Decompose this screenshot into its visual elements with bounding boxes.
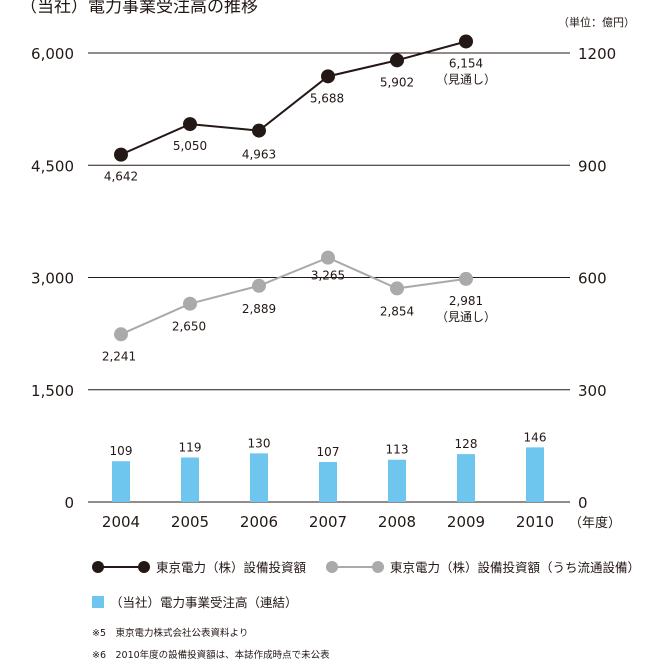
capex-label: 4,642	[104, 170, 138, 184]
x-tick-label: 2006	[240, 513, 278, 531]
bar	[457, 454, 475, 502]
x-tick-label: 2008	[378, 513, 416, 531]
bar	[319, 461, 337, 502]
capex-point	[252, 123, 266, 138]
capex-label: 5,688	[310, 91, 344, 105]
left-tick-label: 0	[64, 494, 74, 512]
capex-point	[321, 69, 335, 84]
capex-point	[114, 147, 128, 162]
capex-distribution-label: 2,241	[102, 349, 136, 363]
capex-distribution-label: 2,889	[242, 302, 276, 316]
right-tick-label: 300	[578, 382, 607, 400]
capex-distribution-line	[120, 256, 467, 336]
bar	[112, 461, 130, 502]
x-tick-label: 2010	[516, 513, 554, 531]
right-tick-label: 600	[578, 270, 607, 288]
unit-label: （単位：億円）	[558, 16, 635, 29]
x-tick-label: 2007	[309, 513, 347, 531]
capex-distribution-point	[114, 327, 128, 342]
bar	[250, 453, 268, 502]
capex-note: （見通し）	[436, 72, 496, 86]
bar	[181, 457, 199, 502]
right-tick-label: 1200	[578, 45, 616, 63]
bar	[526, 447, 544, 502]
chart-title: （当社）電力事業受注高の推移	[20, 0, 258, 17]
capex-distribution-point	[252, 278, 266, 293]
chart: 0 1,500 3,000 4,500 6,000 0 300 600 900 1200 2004 2…	[31, 34, 621, 531]
capex-distribution-point	[183, 296, 197, 311]
capex-distribution-point	[390, 281, 404, 296]
capex-distribution-point	[321, 250, 335, 265]
x-unit-label: （年度）	[569, 515, 621, 531]
capex-point	[459, 34, 473, 49]
capex-distribution-note: （見通し）	[436, 310, 496, 324]
x-tick-label: 2009	[447, 513, 485, 531]
bar-label: 109	[110, 444, 133, 458]
legend-label-orders: （当社）電力事業受注高（連結）	[110, 595, 298, 610]
legend-label-capex: 東京電力（株）設備投資額	[156, 560, 307, 575]
capex-distribution-label: 2,854	[380, 304, 414, 318]
legend-label-capex-distribution: 東京電力（株）設備投資額（うち流通設備）	[390, 560, 641, 575]
capex-line	[120, 40, 467, 156]
bar-label: 130	[248, 436, 271, 450]
bar-label: 128	[455, 437, 478, 451]
capex-label: 5,050	[173, 139, 207, 153]
legend-line-black	[92, 560, 150, 574]
bar-label: 119	[179, 440, 202, 454]
legend-box-blue	[92, 595, 104, 608]
right-tick-label: 900	[578, 157, 607, 175]
capex-label: 5,902	[380, 75, 414, 89]
left-tick-label: 6,000	[31, 45, 74, 63]
capex-distribution-point	[459, 271, 473, 286]
legend-line-gray	[326, 560, 385, 574]
legend-row-2: （当社）電力事業受注高（連結）	[92, 592, 298, 611]
capex-point	[390, 53, 404, 68]
capex-distribution-label: 2,981	[449, 294, 483, 308]
x-tick-label: 2005	[171, 513, 209, 531]
capex-label: 4,963	[242, 148, 276, 162]
left-tick-label: 3,000	[31, 270, 74, 288]
capex-point	[183, 117, 197, 132]
capex-distribution-label: 2,650	[172, 320, 206, 334]
left-tick-label: 1,500	[31, 382, 74, 400]
footnote-5: ※5 東京電力株式会社公表資料より	[92, 628, 249, 639]
capex-distribution-label: 3,265	[311, 269, 345, 283]
x-tick-label: 2004	[102, 513, 140, 531]
right-tick-label: 0	[578, 494, 588, 512]
legend-row-1: 東京電力（株）設備投資額 東京電力（株）設備投資額（うち流通設備）	[92, 557, 640, 576]
capex-label: 6,154	[449, 56, 483, 70]
bar-label: 146	[524, 430, 547, 444]
left-tick-label: 4,500	[31, 157, 74, 175]
bar-label: 107	[317, 445, 340, 459]
bar	[388, 459, 406, 502]
bar-label: 113	[386, 443, 409, 457]
footnote-6: ※6 2010年度の設備投資額は、本誌作成時点で未公表	[92, 650, 330, 661]
